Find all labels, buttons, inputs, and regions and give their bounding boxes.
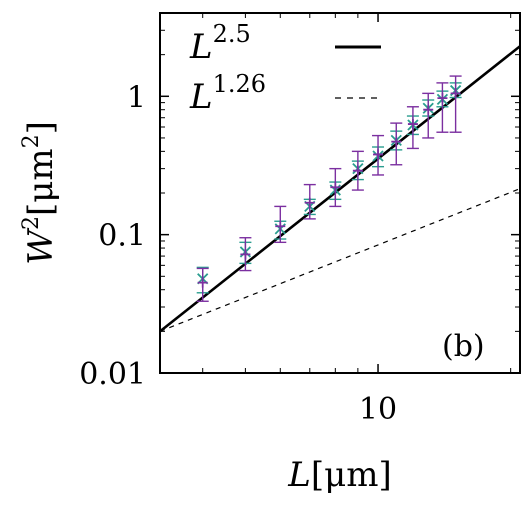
data-point-plus-7 (391, 136, 402, 147)
data-point-plus-11 (450, 88, 461, 99)
legend-entry-2-label: L1.26 (189, 70, 266, 117)
y-axis-label: W2[μm2] (19, 121, 61, 265)
data-point-plus-4 (330, 182, 341, 193)
fit-line-2 (159, 188, 521, 332)
data-point-plus-1 (240, 249, 251, 260)
axis-ticks: 0.01 0.1 1 10 (79, 12, 520, 427)
data-point-plus-0 (197, 277, 208, 288)
y-tick-label-1: 0.1 (98, 219, 146, 254)
data-point-plus-9 (423, 104, 434, 115)
x-tick-label-0: 10 (359, 392, 397, 427)
panel-label: (b) (442, 329, 485, 364)
data-series (196, 75, 462, 302)
x-axis-label: L[μm] (287, 455, 391, 495)
y-tick-label-2: 1 (127, 80, 146, 115)
legend: L2.5 L1.26 (189, 20, 381, 117)
data-point-plus-2 (275, 221, 286, 232)
data-point-plus-5 (352, 165, 363, 176)
data-point-plus-6 (373, 149, 384, 160)
data-point-plus-8 (407, 119, 418, 130)
y-tick-label-0: 0.01 (79, 357, 146, 392)
data-point-plus-10 (437, 93, 448, 104)
plot-frame (159, 12, 521, 374)
data-point-plus-3 (304, 197, 315, 208)
legend-entry-1-label: L2.5 (189, 20, 251, 67)
